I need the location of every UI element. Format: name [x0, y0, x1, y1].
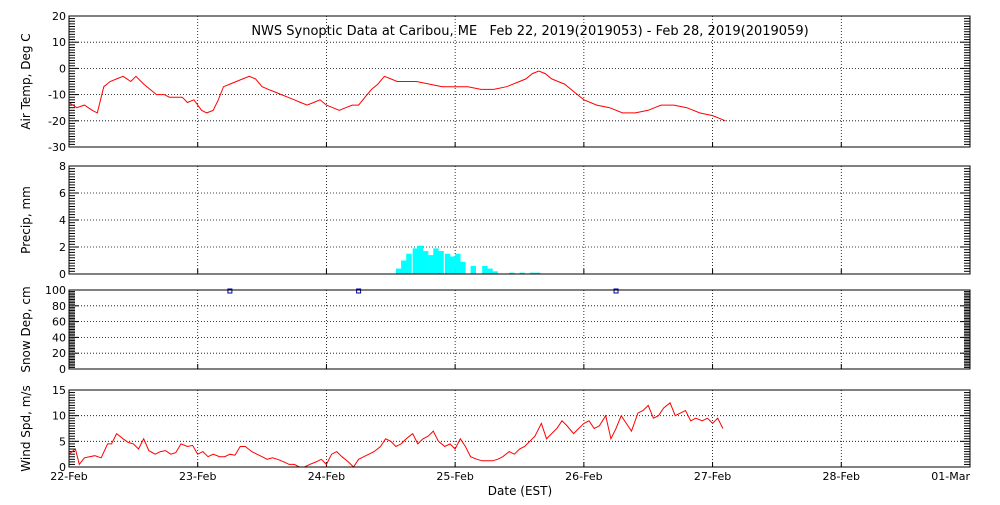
panel-frame — [68, 15, 971, 148]
panel-frame — [68, 165, 971, 275]
y-tick-label: 20 — [52, 10, 66, 23]
y-tick-label: 2 — [59, 241, 66, 254]
x-axis-title: Date (EST) — [488, 484, 552, 498]
precip-bar — [422, 251, 429, 274]
x-tick-label: 22-Feb — [50, 470, 87, 483]
y-tick-label: 0 — [59, 62, 66, 75]
precip-bar — [428, 255, 434, 274]
chart-title: NWS Synoptic Data at Caribou, ME Feb 22,… — [251, 24, 808, 39]
panel-air-temp: -30 -20 -10 0 10 20 Air Temp, Deg C — [19, 10, 971, 154]
precip-bar — [401, 260, 407, 274]
y-tick-label: 10 — [52, 410, 66, 423]
x-tick-label: 28-Feb — [823, 470, 860, 483]
snow-depth-point — [613, 288, 619, 294]
y-tick-label: 100 — [45, 284, 66, 297]
series-line-air-temp — [68, 70, 726, 122]
panel-frame — [68, 389, 971, 468]
precip-bar — [433, 248, 439, 274]
y-axis-title: Wind Spd, m/s — [19, 385, 33, 471]
y-tick-label: 40 — [52, 331, 66, 344]
y-tick-label: 5 — [59, 435, 66, 448]
x-tick-label: 26-Feb — [565, 470, 602, 483]
x-tick-label: 27-Feb — [694, 470, 731, 483]
precip-bar — [492, 271, 498, 274]
x-tick-label: 23-Feb — [179, 470, 216, 483]
y-tick-label: 60 — [52, 316, 66, 329]
snow-depth-point — [356, 288, 362, 294]
precip-bar — [412, 248, 419, 274]
panels-layer: -30 -20 -10 0 10 20 Air Temp, Deg C 0 2 4 6 8 Precip… — [19, 10, 971, 483]
y-axis-title: Precip, mm — [19, 186, 33, 254]
y-tick-label: 80 — [52, 300, 66, 313]
precip-bar — [449, 256, 456, 274]
precip-bar — [444, 253, 451, 274]
x-tick-label: 01-Mar — [931, 470, 970, 483]
y-tick-label: -10 — [48, 89, 66, 102]
precip-bar — [438, 251, 444, 274]
y-tick-label: 10 — [52, 36, 66, 49]
panel-wind-speed: 0 5 10 15 Wind Spd, m/s — [19, 384, 971, 474]
series-line-wind-speed — [68, 401, 724, 468]
y-tick-label: 0 — [59, 363, 66, 376]
y-axis-title: Snow Dep, cm — [19, 286, 33, 372]
y-tick-label: 6 — [59, 187, 66, 200]
precip-bar — [487, 268, 493, 274]
y-axis-title: Air Temp, Deg C — [19, 33, 33, 129]
y-tick-label: 8 — [59, 160, 66, 173]
precip-bar — [455, 253, 461, 274]
panel-snow-depth: 0 20 40 60 80 100 Snow Dep, cm — [19, 284, 971, 376]
precip-bar — [395, 268, 402, 274]
panel-frame — [68, 289, 971, 370]
precip-bar — [460, 261, 466, 274]
y-tick-label: 15 — [52, 384, 66, 397]
precip-bar — [509, 272, 515, 274]
precip-bar — [482, 265, 488, 274]
precip-bar — [406, 253, 412, 274]
y-tick-label: -30 — [48, 141, 66, 154]
precip-bar — [470, 265, 476, 274]
x-tick-label: 25-Feb — [436, 470, 473, 483]
y-tick-label: 4 — [59, 214, 66, 227]
precip-bar — [519, 272, 525, 274]
panel-precip: 0 2 4 6 8 Precip, mm — [19, 160, 971, 281]
snow-depth-point — [227, 288, 233, 294]
x-tick-label: 24-Feb — [308, 470, 345, 483]
precip-bar — [417, 245, 424, 274]
precip-bar — [534, 272, 541, 274]
y-tick-label: 0 — [59, 268, 66, 281]
y-tick-label: -20 — [48, 115, 66, 128]
precip-bar — [529, 272, 536, 274]
y-tick-label: 20 — [52, 347, 66, 360]
y-tick-label: 0 — [59, 461, 66, 474]
